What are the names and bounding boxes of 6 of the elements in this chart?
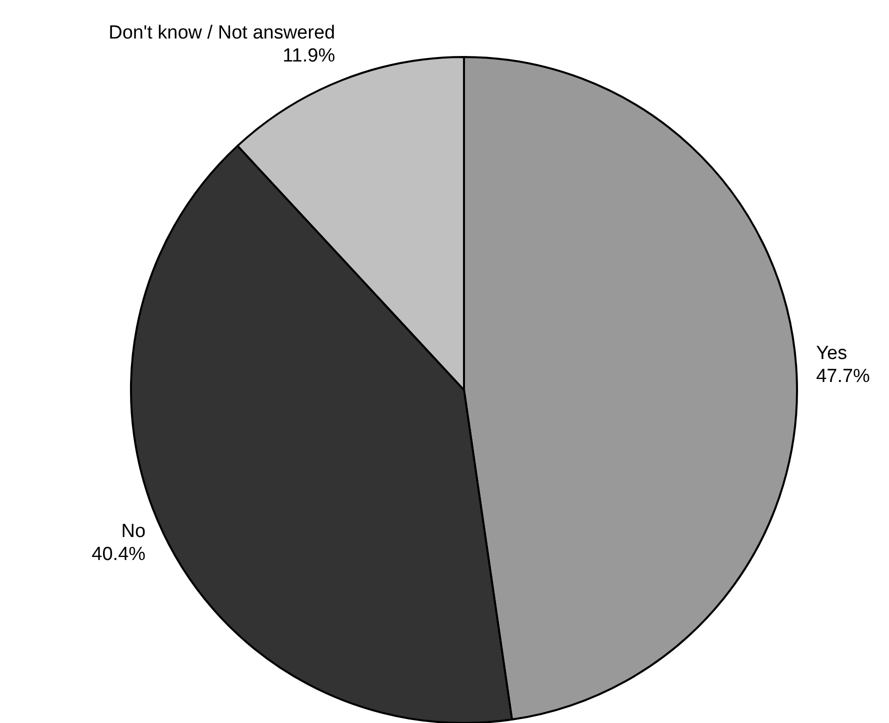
slice-label: Yes bbox=[816, 343, 848, 364]
data-label: 47.7% bbox=[816, 366, 870, 388]
slice-label: Don't know / Not answered bbox=[108, 22, 336, 44]
slice-label: No bbox=[121, 520, 146, 542]
data-label: 11.9% bbox=[282, 45, 336, 66]
data-label: 40.4% bbox=[92, 544, 146, 565]
